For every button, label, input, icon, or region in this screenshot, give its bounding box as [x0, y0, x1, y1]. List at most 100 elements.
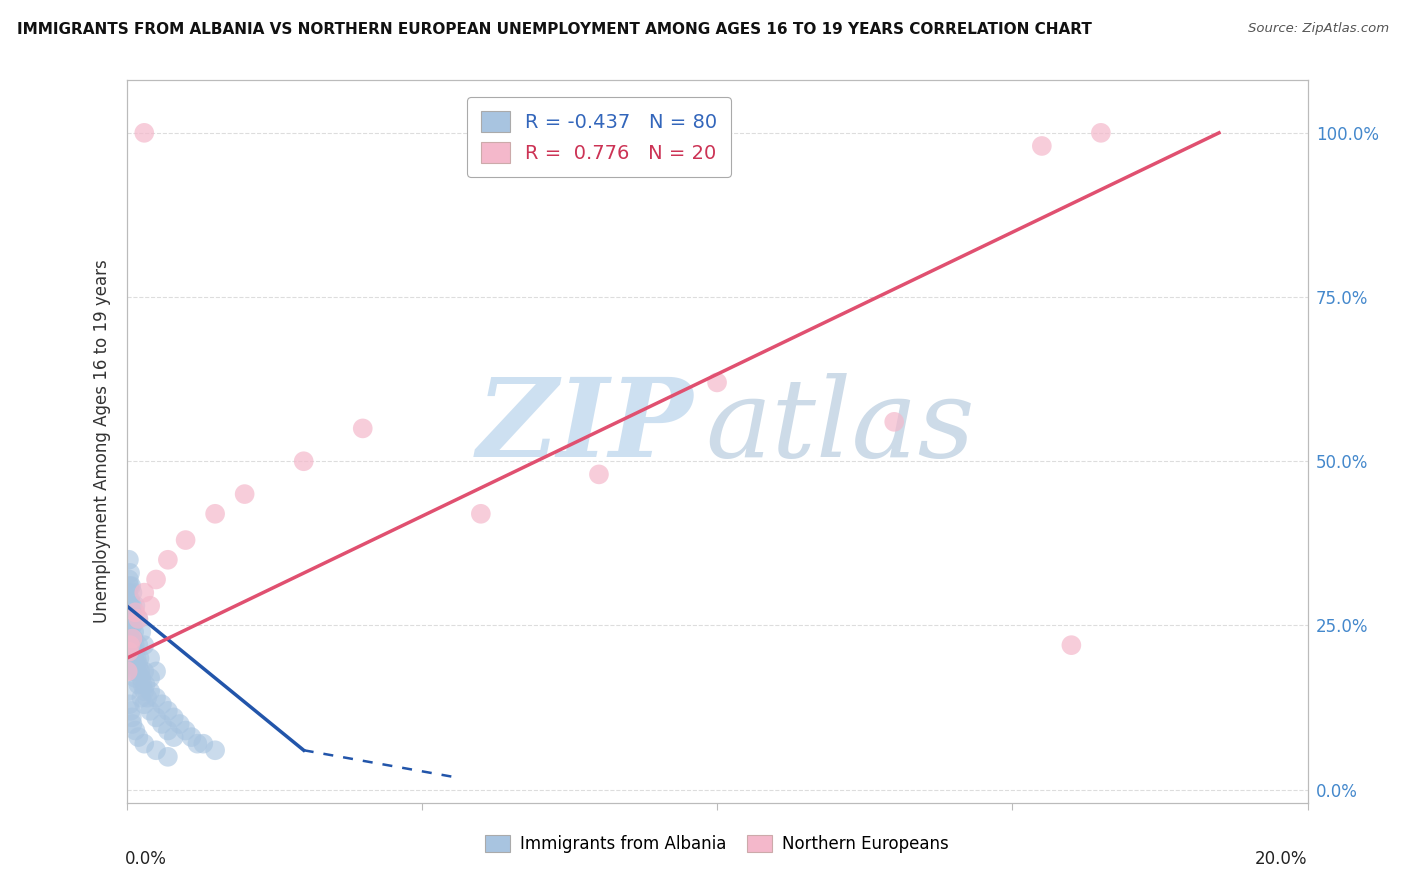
- Point: [120, 592, 142, 607]
- Point: [163, 710, 186, 724]
- Point: [470, 507, 492, 521]
- Point: [117, 612, 139, 626]
- Point: [131, 677, 153, 691]
- Point: [127, 612, 149, 626]
- Point: [122, 651, 145, 665]
- Point: [145, 573, 167, 587]
- Point: [122, 632, 145, 646]
- Point: [121, 657, 143, 672]
- Text: Source: ZipAtlas.com: Source: ZipAtlas.com: [1249, 22, 1389, 36]
- Point: [129, 671, 153, 685]
- Point: [120, 599, 142, 613]
- Point: [122, 665, 145, 679]
- Point: [145, 665, 167, 679]
- Y-axis label: Unemployment Among Ages 16 to 19 years: Unemployment Among Ages 16 to 19 years: [93, 260, 111, 624]
- Point: [139, 599, 162, 613]
- Point: [118, 638, 141, 652]
- Point: [150, 717, 173, 731]
- Point: [883, 415, 905, 429]
- Point: [117, 585, 139, 599]
- Point: [204, 507, 226, 521]
- Point: [118, 698, 141, 712]
- Point: [121, 585, 143, 599]
- Text: 0.0%: 0.0%: [125, 850, 167, 868]
- Point: [139, 704, 162, 718]
- Point: [134, 737, 156, 751]
- Point: [186, 737, 208, 751]
- Point: [120, 566, 142, 580]
- Point: [169, 717, 191, 731]
- Point: [115, 599, 138, 613]
- Point: [118, 579, 141, 593]
- Point: [120, 704, 142, 718]
- Point: [352, 421, 374, 435]
- Point: [127, 677, 149, 691]
- Point: [117, 625, 139, 640]
- Point: [1090, 126, 1112, 140]
- Text: 20.0%: 20.0%: [1256, 850, 1308, 868]
- Point: [134, 684, 156, 698]
- Point: [127, 657, 149, 672]
- Point: [124, 638, 146, 652]
- Point: [129, 690, 153, 705]
- Point: [118, 645, 141, 659]
- Point: [145, 710, 167, 724]
- Point: [120, 612, 142, 626]
- Point: [121, 638, 143, 652]
- Point: [121, 717, 143, 731]
- Point: [1060, 638, 1083, 652]
- Point: [127, 638, 149, 652]
- Point: [118, 573, 141, 587]
- Point: [139, 684, 162, 698]
- Point: [139, 671, 162, 685]
- Point: [121, 618, 143, 632]
- Point: [124, 599, 146, 613]
- Point: [1031, 139, 1053, 153]
- Point: [117, 684, 139, 698]
- Point: [134, 638, 156, 652]
- Point: [122, 625, 145, 640]
- Point: [129, 625, 153, 640]
- Point: [292, 454, 315, 468]
- Point: [127, 612, 149, 626]
- Point: [121, 710, 143, 724]
- Point: [127, 730, 149, 744]
- Point: [156, 723, 179, 738]
- Point: [134, 126, 156, 140]
- Point: [121, 599, 143, 613]
- Point: [118, 553, 141, 567]
- Text: atlas: atlas: [706, 374, 974, 481]
- Point: [156, 553, 179, 567]
- Point: [134, 665, 156, 679]
- Point: [121, 605, 143, 619]
- Point: [124, 723, 146, 738]
- Point: [120, 618, 142, 632]
- Point: [125, 657, 148, 672]
- Point: [129, 665, 152, 679]
- Point: [193, 737, 215, 751]
- Legend: Immigrants from Albania, Northern Europeans: Immigrants from Albania, Northern Europe…: [479, 828, 955, 860]
- Point: [150, 698, 173, 712]
- Point: [134, 585, 156, 599]
- Point: [588, 467, 610, 482]
- Point: [145, 743, 167, 757]
- Point: [156, 704, 179, 718]
- Point: [134, 677, 156, 691]
- Point: [163, 730, 186, 744]
- Point: [128, 651, 150, 665]
- Point: [706, 376, 728, 390]
- Text: ZIP: ZIP: [477, 374, 693, 481]
- Point: [139, 651, 162, 665]
- Point: [124, 645, 146, 659]
- Point: [120, 638, 142, 652]
- Point: [120, 632, 142, 646]
- Point: [136, 690, 159, 705]
- Point: [134, 698, 156, 712]
- Point: [121, 632, 143, 646]
- Point: [120, 645, 142, 659]
- Point: [180, 730, 202, 744]
- Point: [174, 723, 197, 738]
- Point: [120, 579, 142, 593]
- Text: IMMIGRANTS FROM ALBANIA VS NORTHERN EUROPEAN UNEMPLOYMENT AMONG AGES 16 TO 19 YE: IMMIGRANTS FROM ALBANIA VS NORTHERN EURO…: [17, 22, 1091, 37]
- Point: [174, 533, 197, 547]
